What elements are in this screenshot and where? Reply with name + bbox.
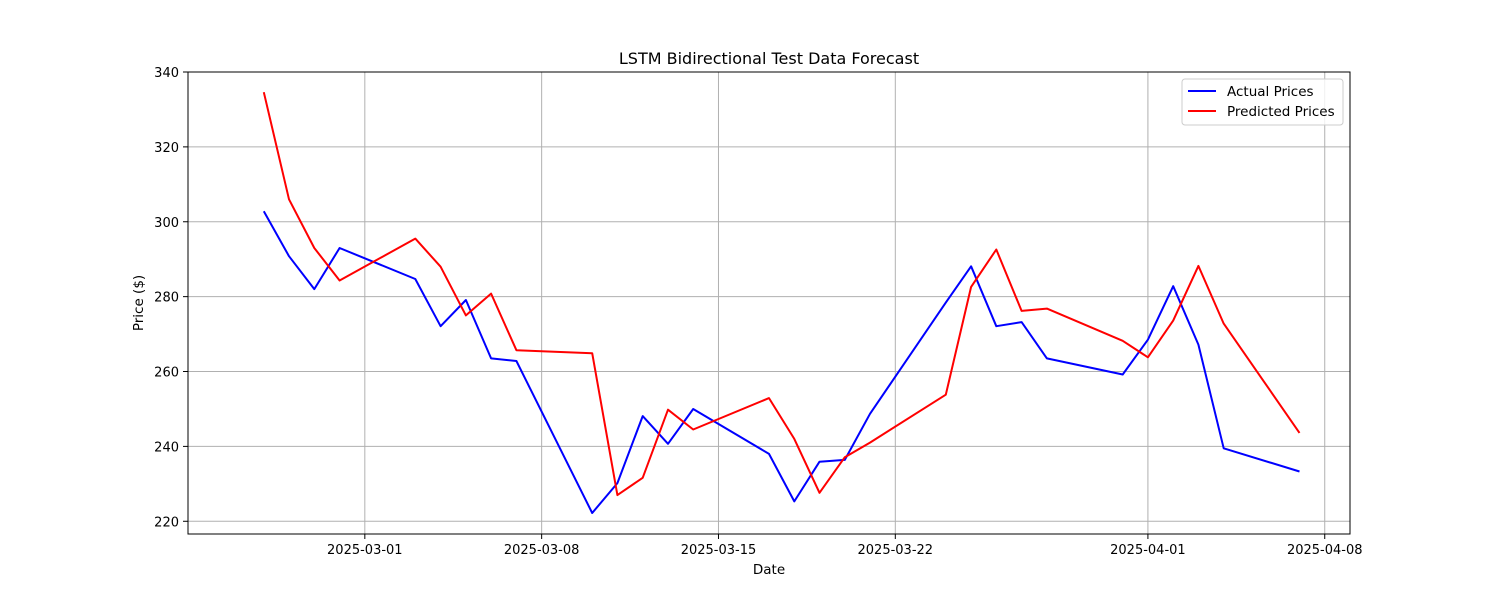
y-tick-label: 240 — [154, 440, 179, 455]
y-tick-label: 300 — [154, 216, 179, 231]
x-tick-label: 2025-04-01 — [1110, 543, 1186, 558]
actual-prices-line — [262, 210, 1300, 514]
x-tick-label: 2025-04-08 — [1287, 543, 1363, 558]
legend-label-predicted: Predicted Prices — [1227, 104, 1335, 120]
x-tick-label: 2025-03-01 — [327, 543, 403, 558]
x-tick-label: 2025-03-15 — [681, 543, 757, 558]
y-axis: 220 240 260 280 300 320 340 — [154, 66, 188, 530]
legend-box — [1181, 78, 1344, 126]
legend: Actual Prices Predicted Prices — [1181, 78, 1344, 126]
y-tick-label: 220 — [154, 515, 179, 530]
y-axis-title: Price ($) — [131, 275, 147, 331]
predicted-prices-line — [262, 91, 1301, 497]
y-tick-label: 280 — [154, 291, 179, 306]
series-lines — [262, 91, 1301, 514]
grid — [188, 71, 1350, 534]
plot-frame — [187, 71, 1351, 535]
y-tick-label: 340 — [154, 66, 179, 81]
x-axis: 2025-03-01 2025-03-08 2025-03-15 2025-03-22… — [327, 534, 1363, 558]
x-axis-title: Date — [753, 562, 785, 578]
legend-label-actual: Actual Prices — [1227, 84, 1314, 100]
y-tick-label: 320 — [154, 141, 179, 156]
x-tick-label: 2025-03-08 — [504, 543, 580, 558]
chart-title: LSTM Bidirectional Test Data Forecast — [619, 49, 919, 68]
y-tick-label: 260 — [154, 366, 179, 381]
x-tick-label: 2025-03-22 — [858, 543, 934, 558]
